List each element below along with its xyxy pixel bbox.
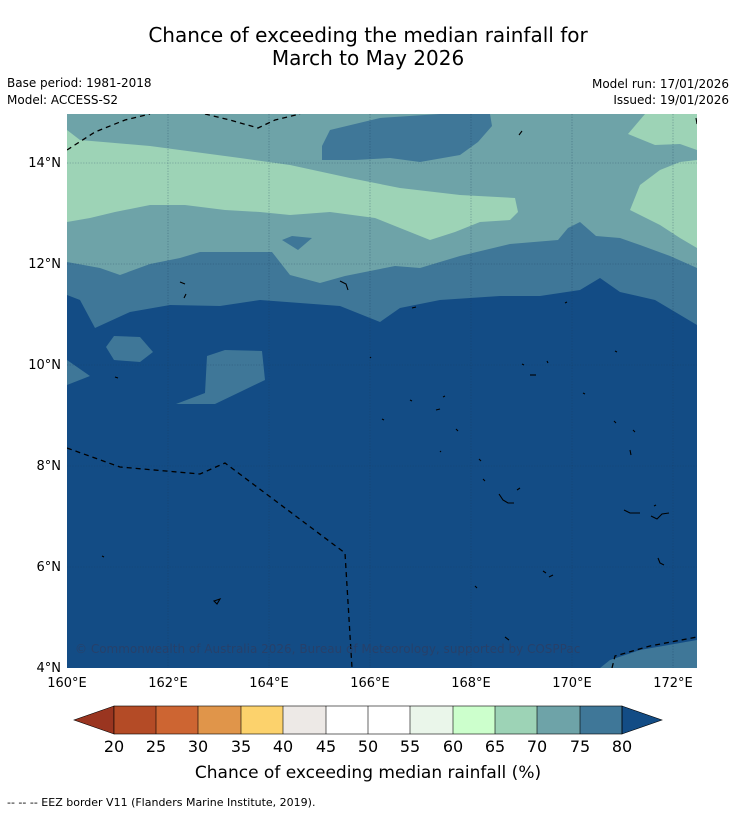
x-axis-ticks: 160°E 162°E 164°E 166°E 168°E 170°E 172°… [47,676,693,691]
colorbar-tick: 65 [485,737,505,756]
y-tick-label: 10°N [28,358,61,373]
issued-text: Issued: 19/01/2026 [613,93,729,107]
zone-65-70-northeast [628,114,697,150]
colorbar-tick: 35 [231,737,251,756]
x-tick-label: 164°E [249,676,289,691]
zone-75-80-patch-small [282,236,312,250]
colorbar-bin-55-60 [410,706,453,734]
colorbar-tick: 70 [527,737,547,756]
colorbar-tick: 40 [273,737,293,756]
eez-border [67,114,697,668]
colorbar-tick: 45 [316,737,336,756]
eez-footer-note: -- -- -- EEZ border V11 (Flanders Marine… [7,796,316,809]
colorbar-bin-75-80 [580,706,622,734]
zone-75-80-patch-west2 [106,336,153,362]
y-axis-ticks: 4°N 6°N 8°N 10°N 12°N 14°N [28,156,61,676]
colorbar-bin-60-65 [453,706,495,734]
colorbar: 20 25 30 35 40 45 50 55 60 65 70 75 80 C… [73,705,663,783]
model-run-text: Model run: 17/01/2026 [591,77,729,91]
map-area: © Commonwealth of Australia 2026, Bureau… [67,114,697,668]
colorbar-bin-50-55 [368,706,410,734]
colorbar-tick: 55 [400,737,420,756]
longitude-gridlines [167,114,674,668]
y-tick-label: 4°N [37,661,62,676]
islands [101,117,697,641]
base-period-text: Base period: 1981-2018 [7,76,152,90]
colorbar-bin-65-70 [495,706,537,734]
colorbar-tick: 80 [612,737,632,756]
y-tick-label: 14°N [28,156,61,171]
colorbar-upper-arrow [621,705,663,735]
zone-75-80-north [322,114,492,162]
colorbar-lower-arrow [73,705,115,735]
colorbar-label: Chance of exceeding median rainfall (%) [195,763,541,783]
y-tick-label: 8°N [37,459,62,474]
colorbar-tick: 60 [443,737,463,756]
colorbar-tick: 30 [188,737,208,756]
x-tick-label: 172°E [653,676,693,691]
colorbar-bin-70-75 [537,706,580,734]
colorbar-tick: 25 [146,737,166,756]
colorbar-bin-20-25 [114,706,156,734]
zone-75-80-patch-west [67,360,90,385]
x-tick-label: 160°E [47,676,87,691]
colorbar-tick: 75 [570,737,590,756]
zone-75-80-patch-central [176,350,265,404]
y-tick-label: 12°N [28,257,61,272]
colorbar-bin-40-45 [283,706,326,734]
x-tick-label: 170°E [552,676,592,691]
copyright-text: © Commonwealth of Australia 2026, Bureau… [75,642,580,656]
map-title-line2: March to May 2026 [271,46,465,70]
colorbar-bin-30-35 [198,706,241,734]
colorbar-tick: 20 [104,737,124,756]
colorbar-tick: 50 [358,737,378,756]
colorbar-bin-45-50 [326,706,368,734]
y-tick-label: 6°N [37,560,62,575]
zone-65-70-east [630,160,697,248]
map-title-line1: Chance of exceeding the median rainfall … [148,23,588,47]
colorbar-bin-35-40 [241,706,283,734]
zone-65-70-band [67,130,518,240]
x-tick-label: 162°E [148,676,188,691]
latitude-gridlines [67,162,697,568]
model-text: Model: ACCESS-S2 [7,93,119,107]
x-tick-label: 168°E [451,676,491,691]
x-tick-label: 166°E [350,676,390,691]
colorbar-bin-25-30 [156,706,198,734]
